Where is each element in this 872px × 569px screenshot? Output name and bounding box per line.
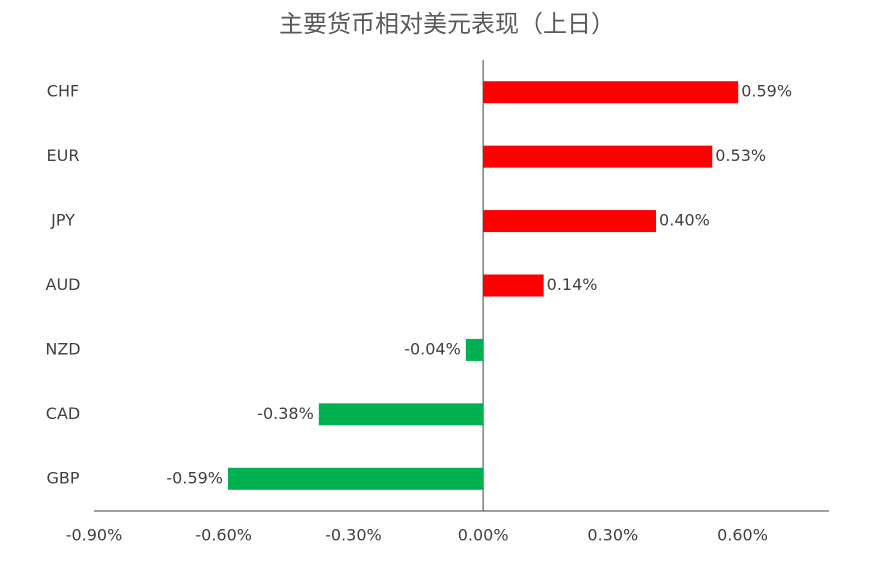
bar [465, 338, 484, 361]
y-tick-label: AUD [46, 275, 81, 294]
data-label: -0.38% [257, 404, 314, 423]
y-tick-label: JPY [50, 211, 75, 230]
bar [483, 210, 657, 233]
data-label: -0.04% [404, 339, 461, 358]
data-label: 0.14% [547, 275, 598, 294]
bar [228, 467, 484, 490]
bar [483, 81, 739, 104]
x-tick-label: 0.00% [458, 526, 509, 545]
bar [483, 274, 544, 297]
data-label: 0.53% [715, 146, 766, 165]
y-tick-label: CHF [47, 82, 79, 101]
y-tick-label: EUR [47, 146, 80, 165]
x-tick-label: -0.60% [195, 526, 252, 545]
x-tick-label: 0.30% [587, 526, 638, 545]
x-tick-label: -0.30% [325, 526, 382, 545]
x-tick-label: -0.90% [66, 526, 123, 545]
x-tick-label: 0.60% [717, 526, 768, 545]
chart-title: 主要货币相对美元表现（上日） [279, 10, 615, 38]
y-tick-label: CAD [46, 404, 80, 423]
data-label: 0.40% [659, 211, 710, 230]
bar [318, 403, 484, 426]
bar [483, 145, 713, 168]
y-tick-label: NZD [45, 339, 80, 358]
data-label: 0.59% [741, 82, 792, 101]
y-tick-label: GBP [46, 468, 79, 487]
data-label: -0.59% [166, 468, 223, 487]
